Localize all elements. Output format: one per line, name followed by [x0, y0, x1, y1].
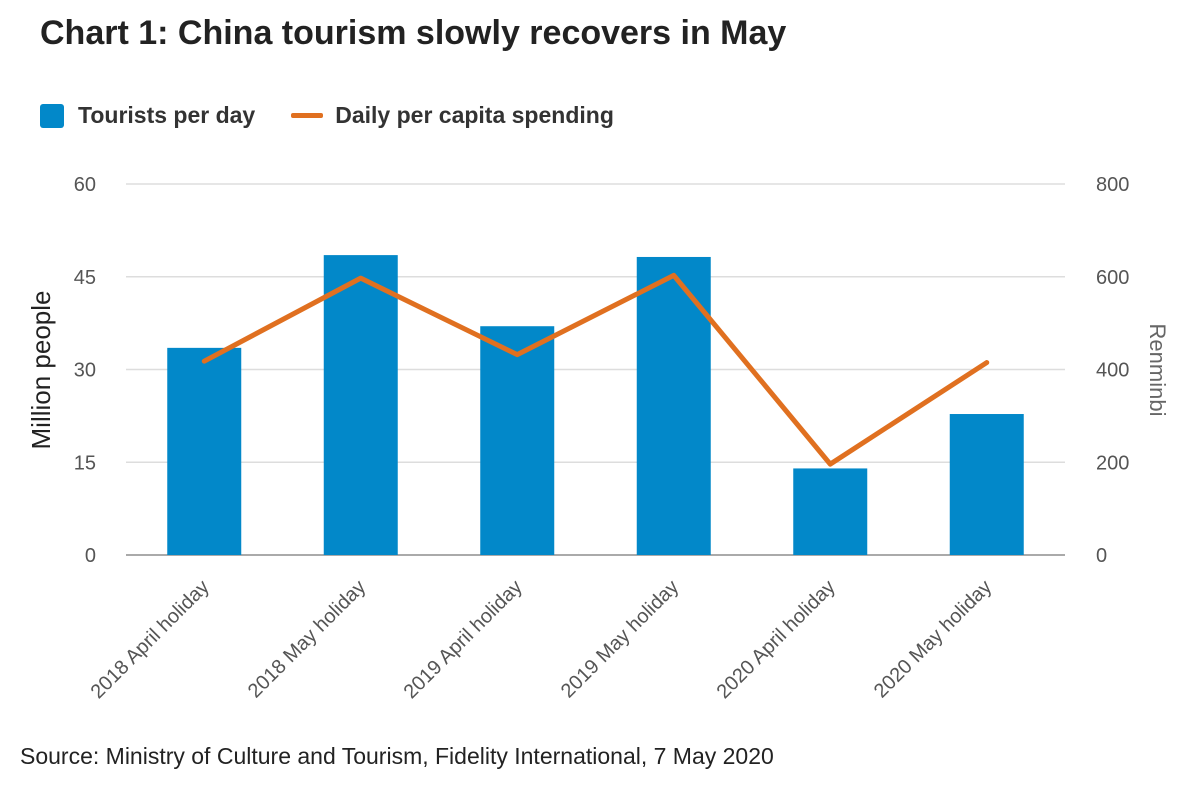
legend-item-tourists: Tourists per day: [40, 102, 255, 129]
y-tick-left: 60: [74, 174, 96, 196]
category-labels: 2018 April holiday 2018 May holiday 2019 A…: [87, 576, 997, 703]
bar-tourists: [636, 256, 711, 555]
x-category-label: 2020 May holiday: [870, 576, 996, 702]
legend-swatch-line: [291, 113, 324, 118]
line-spending: [201, 272, 990, 467]
bar-tourists: [323, 255, 398, 555]
y-tick-left: 30: [74, 360, 96, 382]
legend-swatch-bar: [40, 103, 64, 128]
legend-item-spending: Daily per capita spending: [291, 102, 614, 129]
x-category-label: 2019 May holiday: [557, 576, 683, 702]
bar-tourists: [480, 326, 555, 555]
gridlines: [126, 183, 1065, 556]
legend-label-tourists: Tourists per day: [78, 102, 256, 128]
bar-tourists: [949, 414, 1024, 555]
y-tick-right: 200: [1096, 452, 1129, 474]
bar-tourists: [167, 347, 242, 555]
x-category-label: 2020 April holiday: [713, 576, 840, 703]
x-category-label: 2018 April holiday: [87, 576, 214, 703]
y-tick-right: 400: [1096, 360, 1129, 382]
bars: [167, 255, 1024, 555]
y-tick-right: 800: [1096, 174, 1129, 196]
y-axis-title-left: Million people: [26, 291, 56, 450]
y-tick-right: 0: [1096, 545, 1107, 567]
bar-tourists: [793, 468, 868, 555]
source-note: Source: Ministry of Culture and Tourism,…: [20, 743, 774, 769]
y-tick-left: 45: [74, 267, 96, 289]
y-tick-left: 0: [85, 545, 96, 567]
legend: Tourists per day Daily per capita spendi…: [40, 102, 650, 129]
legend-label-spending: Daily per capita spending: [335, 102, 614, 128]
spending-line: [201, 272, 990, 467]
y-tick-left: 15: [74, 452, 96, 474]
y-tick-right: 600: [1096, 267, 1129, 289]
x-category-label: 2019 April holiday: [400, 576, 527, 703]
y-axis-title-right: Renminbi: [1145, 324, 1170, 417]
x-category-label: 2018 May holiday: [244, 576, 370, 702]
chart-title: Chart 1: China tourism slowly recovers i…: [40, 14, 787, 52]
